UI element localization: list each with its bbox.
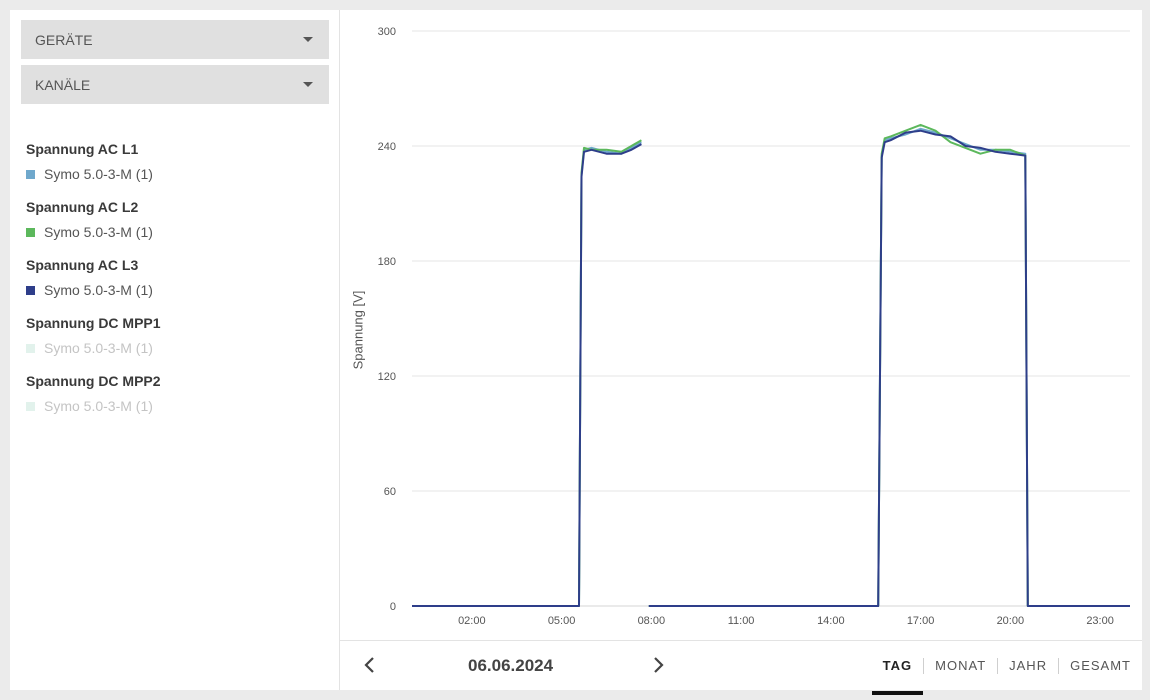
channels-dropdown-label: KANÄLE [35, 76, 91, 93]
channel-ac-l1: Spannung AC L1 Symo 5.0-3-M (1) [26, 140, 326, 183]
series-line [648, 127, 1130, 607]
y-tick-label: 0 [390, 601, 396, 613]
voltage-chart[interactable]: 0 60 120 180 240 300 02:00 05:00 08:00 11:00 14:00… [340, 10, 1142, 640]
channels-dropdown[interactable]: KANÄLE [21, 65, 329, 104]
channel-title: Spannung DC MPP1 [26, 315, 161, 331]
channel-legend: Spannung AC L1 Symo 5.0-3-M (1) Spannung… [26, 140, 326, 430]
period-tabs: TAG MONAT JAHR GESAMT [871, 641, 1142, 695]
caret-down-icon [303, 82, 313, 87]
channel-device-toggle[interactable]: Symo 5.0-3-M (1) [26, 281, 326, 299]
sidebar: GERÄTE KANÄLE Spannung AC L1 Symo 5.0-3-… [10, 10, 340, 690]
channel-ac-l3: Spannung AC L3 Symo 5.0-3-M (1) [26, 256, 326, 299]
color-swatch [26, 227, 35, 237]
channel-device-label: Symo 5.0-3-M (1) [44, 398, 153, 414]
main-panel: GERÄTE KANÄLE Spannung AC L1 Symo 5.0-3-… [10, 10, 1142, 695]
y-tick-label: 300 [378, 26, 396, 38]
x-tick-label: 14:00 [817, 615, 845, 627]
chevron-left-icon [364, 657, 374, 673]
y-axis-label: Spannung [V] [350, 290, 366, 370]
series-line [412, 143, 642, 607]
channel-ac-l2: Spannung AC L2 Symo 5.0-3-M (1) [26, 198, 326, 241]
devices-dropdown[interactable]: GERÄTE [21, 20, 329, 59]
color-swatch [26, 285, 35, 295]
channel-device-label: Symo 5.0-3-M (1) [44, 224, 153, 240]
next-day-button[interactable] [648, 655, 668, 675]
channel-title: Spannung DC MPP2 [26, 373, 161, 389]
x-tick-label: 23:00 [1086, 615, 1114, 627]
channel-device-label: Symo 5.0-3-M (1) [44, 166, 153, 182]
y-tick-label: 180 [378, 256, 396, 268]
x-tick-label: 08:00 [638, 615, 666, 627]
x-tick-label: 17:00 [907, 615, 935, 627]
channel-dc-mpp2: Spannung DC MPP2 Symo 5.0-3-M (1) [26, 372, 326, 415]
y-tick-label: 240 [378, 141, 396, 153]
prev-day-button[interactable] [360, 655, 380, 675]
chevron-right-icon [654, 657, 664, 673]
channel-device-label: Symo 5.0-3-M (1) [44, 340, 153, 356]
channel-device-label: Symo 5.0-3-M (1) [44, 282, 153, 298]
tab-gesamt[interactable]: GESAMT [1058, 658, 1142, 674]
channel-device-toggle[interactable]: Symo 5.0-3-M (1) [26, 397, 326, 415]
channel-title: Spannung AC L3 [26, 257, 139, 273]
tab-jahr[interactable]: JAHR [997, 658, 1058, 674]
x-tick-label: 11:00 [728, 615, 755, 627]
channel-device-toggle[interactable]: Symo 5.0-3-M (1) [26, 223, 326, 241]
series-line [648, 129, 1130, 607]
tab-monat[interactable]: MONAT [923, 658, 997, 674]
devices-dropdown-label: GERÄTE [35, 31, 93, 48]
series-line [412, 139, 642, 607]
color-swatch [26, 401, 35, 411]
channel-device-toggle[interactable]: Symo 5.0-3-M (1) [26, 165, 326, 183]
series-line [412, 141, 642, 607]
x-tick-label: 02:00 [458, 615, 486, 627]
channel-title: Spannung AC L1 [26, 141, 139, 157]
series-line [648, 123, 1130, 607]
caret-down-icon [303, 37, 313, 42]
channel-dc-mpp1: Spannung DC MPP1 Symo 5.0-3-M (1) [26, 314, 326, 357]
y-tick-label: 60 [384, 486, 396, 498]
y-tick-label: 120 [378, 371, 396, 383]
channel-title: Spannung AC L2 [26, 199, 139, 215]
chart-svg: 0 60 120 180 240 300 02:00 05:00 08:00 11:00 14:00… [378, 26, 1130, 627]
current-date[interactable]: 06.06.2024 [468, 656, 554, 675]
tab-tag[interactable]: TAG [871, 658, 924, 695]
x-tick-label: 05:00 [548, 615, 576, 627]
date-navigation: 06.06.2024 TAG MONAT JAHR GESAMT [340, 640, 1142, 695]
color-swatch [26, 169, 35, 179]
channel-device-toggle[interactable]: Symo 5.0-3-M (1) [26, 339, 326, 357]
x-tick-label: 20:00 [997, 615, 1025, 627]
color-swatch [26, 343, 35, 353]
